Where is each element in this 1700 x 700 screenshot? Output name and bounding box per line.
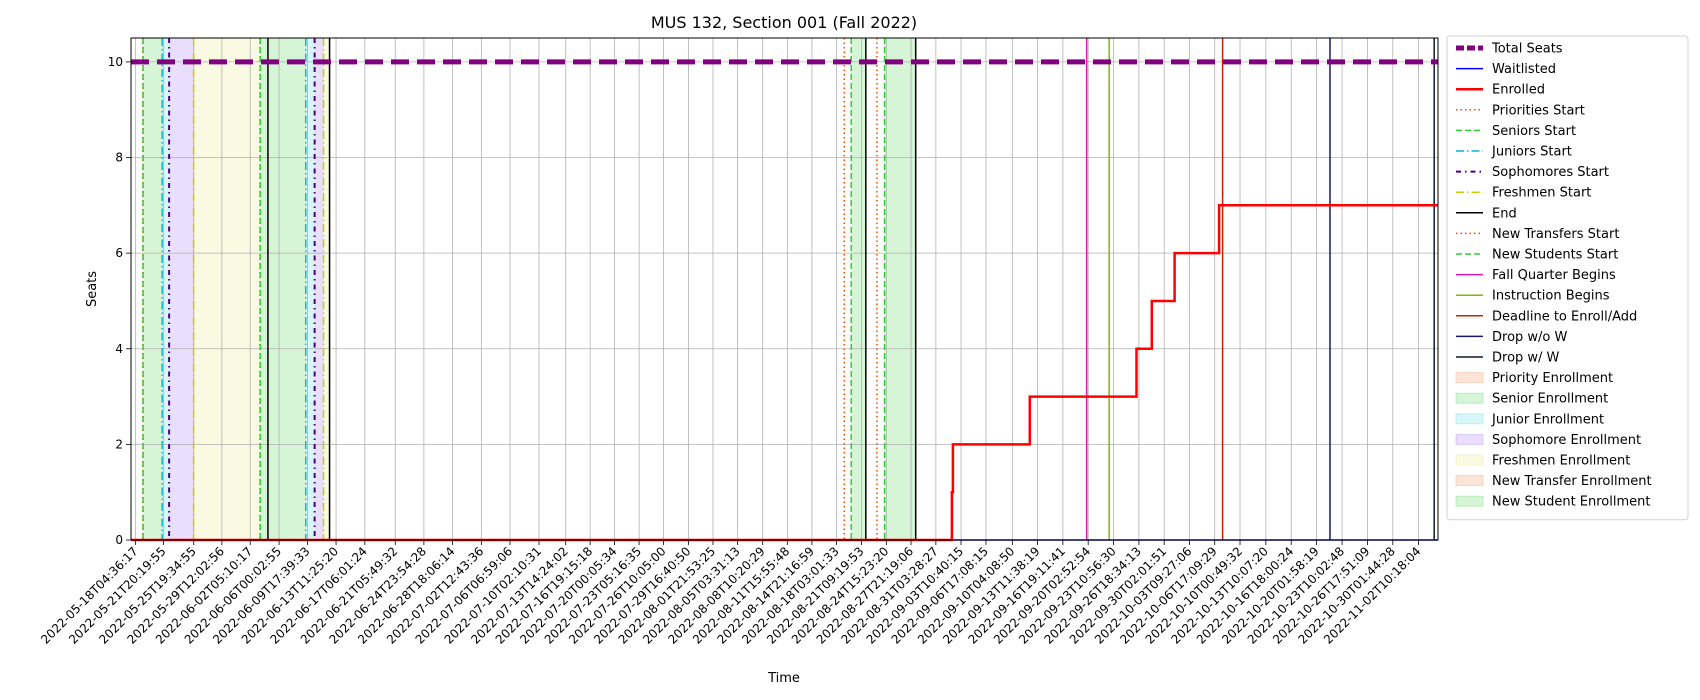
legend-item-sophomores-start: Sophomores Start xyxy=(1456,165,1609,180)
span-senior-enrollment xyxy=(260,38,306,540)
legend-item-instruction-begins: Instruction Begins xyxy=(1456,289,1610,304)
legend-label: Sophomores Start xyxy=(1492,165,1609,180)
legend-label: Priority Enrollment xyxy=(1492,371,1613,386)
legend-label: Freshmen Start xyxy=(1492,186,1591,201)
y-axis: 0 2 4 6 8 10 xyxy=(108,55,131,547)
legend-item-juniors-start: Juniors Start xyxy=(1456,145,1572,160)
legend-item-sophomore-enrollment: Sophomore Enrollment xyxy=(1455,433,1641,448)
legend-label: End xyxy=(1492,206,1517,221)
legend-label: Deadline to Enroll/Add xyxy=(1492,309,1637,324)
legend-label: Junior Enrollment xyxy=(1491,412,1604,427)
legend-label: Freshmen Enrollment xyxy=(1492,454,1630,469)
event-lines xyxy=(142,38,1435,540)
legend-item-new-transfer-enrollment: New Transfer Enrollment xyxy=(1455,474,1652,489)
span-junior-enrollment xyxy=(305,38,315,540)
span-sophomore-enrollment xyxy=(314,38,324,540)
span-senior-enrollment xyxy=(851,38,866,540)
legend-label: Total Seats xyxy=(1491,42,1563,57)
legend-swatch xyxy=(1455,454,1484,466)
legend-item-fall-quarter-begins: Fall Quarter Begins xyxy=(1456,268,1616,283)
legend-label: New Students Start xyxy=(1492,248,1618,263)
plot-frame xyxy=(130,37,1439,541)
legend-item-priority-enrollment: Priority Enrollment xyxy=(1455,371,1613,386)
y-tick-label: 2 xyxy=(115,437,123,451)
legend-label: Instruction Begins xyxy=(1492,289,1610,304)
legend-label: Priorities Start xyxy=(1492,103,1585,118)
legend-label: New Student Enrollment xyxy=(1492,495,1650,510)
legend-label: Enrolled xyxy=(1492,83,1545,98)
legend-item-senior-enrollment: Senior Enrollment xyxy=(1455,392,1608,407)
legend-item-drop-w-w: Drop w/ W xyxy=(1456,351,1560,366)
y-tick-label: 4 xyxy=(115,342,123,356)
legend-item-waitlisted: Waitlisted xyxy=(1456,62,1556,77)
span-new-student-enrollment xyxy=(884,38,916,540)
legend-label: Fall Quarter Begins xyxy=(1492,268,1616,283)
span-freshmen-enrollment xyxy=(323,38,330,540)
span-freshmen-enrollment xyxy=(193,38,260,540)
y-tick-label: 0 xyxy=(115,533,123,547)
legend-label: New Transfer Enrollment xyxy=(1492,474,1652,489)
legend-label: Drop w/o W xyxy=(1492,330,1568,345)
legend-label: Seniors Start xyxy=(1492,124,1576,139)
span-junior-enrollment xyxy=(162,38,170,540)
y-tick-label: 10 xyxy=(108,55,123,69)
legend-swatch xyxy=(1455,475,1484,487)
legend-item-new-students-start: New Students Start xyxy=(1456,248,1618,263)
legend-label: New Transfers Start xyxy=(1492,227,1619,242)
enrollment-spans xyxy=(143,38,916,540)
legend-swatch xyxy=(1455,372,1484,384)
legend-label: Juniors Start xyxy=(1491,145,1572,160)
legend-item-freshmen-start: Freshmen Start xyxy=(1456,186,1591,201)
legend-item-drop-w-o-w: Drop w/o W xyxy=(1456,330,1568,345)
legend: Total Seats Waitlisted Enrolled Priorities … xyxy=(1446,35,1689,521)
legend-item-deadline-to-enroll-add: Deadline to Enroll/Add xyxy=(1456,309,1637,324)
series-enrolled xyxy=(131,204,1438,542)
chart-title: MUS 132, Section 001 (Fall 2022) xyxy=(651,13,917,32)
legend-item-freshmen-enrollment: Freshmen Enrollment xyxy=(1455,454,1630,469)
legend-label: Senior Enrollment xyxy=(1492,392,1608,407)
span-sophomore-enrollment xyxy=(169,38,194,540)
legend-item-enrolled: Enrolled xyxy=(1456,83,1545,98)
legend-box xyxy=(1446,35,1689,521)
legend-item-new-student-enrollment: New Student Enrollment xyxy=(1455,495,1650,510)
legend-item-new-transfers-start: New Transfers Start xyxy=(1456,227,1619,242)
legend-swatch xyxy=(1455,392,1484,404)
legend-item-seniors-start: Seniors Start xyxy=(1456,124,1576,139)
legend-item-priorities-start: Priorities Start xyxy=(1456,103,1585,118)
legend-item-junior-enrollment: Junior Enrollment xyxy=(1455,412,1604,427)
y-axis-label: Seats xyxy=(85,271,100,307)
y-tick-label: 8 xyxy=(115,151,123,165)
y-tick-label: 6 xyxy=(115,246,123,260)
legend-label: Drop w/ W xyxy=(1492,351,1560,366)
legend-swatch xyxy=(1455,495,1484,507)
legend-item-total-seats: Total Seats xyxy=(1456,42,1563,57)
legend-label: Waitlisted xyxy=(1492,62,1556,77)
x-axis-label: Time xyxy=(767,671,800,686)
legend-swatch xyxy=(1455,433,1484,445)
x-axis: 2022-05-18T04:36:172022-05-21T20:19:5520… xyxy=(38,540,1424,647)
legend-swatch xyxy=(1455,413,1484,425)
span-senior-enrollment xyxy=(143,38,163,540)
legend-item-end: End xyxy=(1456,206,1517,221)
legend-label: Sophomore Enrollment xyxy=(1492,433,1641,448)
